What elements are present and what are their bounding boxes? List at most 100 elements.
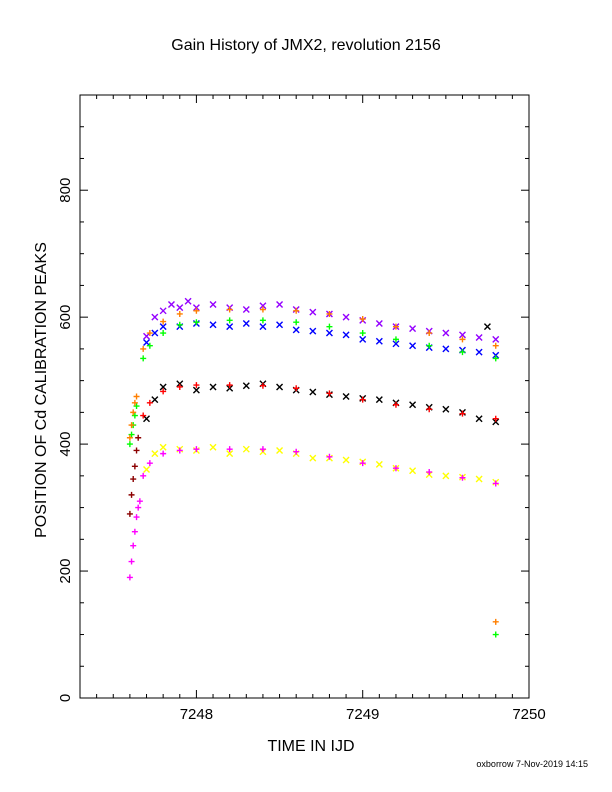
data-point	[293, 307, 300, 314]
data-point	[375, 337, 383, 345]
data-point	[276, 383, 284, 391]
data-point	[131, 528, 138, 535]
data-point	[342, 331, 350, 339]
data-point	[131, 463, 138, 470]
data-point	[475, 415, 483, 423]
data-point	[143, 415, 151, 423]
data-point	[126, 441, 133, 448]
data-point	[193, 382, 200, 389]
data-point	[392, 336, 399, 343]
data-point	[159, 383, 167, 391]
data-point	[143, 339, 151, 347]
data-point	[133, 393, 140, 400]
data-point	[276, 446, 284, 454]
data-point	[492, 351, 500, 359]
data-point	[475, 475, 483, 483]
data-point	[226, 446, 233, 453]
data-point	[143, 466, 151, 473]
data-point	[135, 504, 142, 511]
data-point	[293, 319, 300, 326]
data-point	[426, 330, 433, 337]
data-point	[342, 456, 350, 464]
data-point	[392, 340, 400, 348]
data-point	[459, 410, 466, 417]
data-point	[146, 342, 153, 349]
data-point	[128, 422, 135, 429]
data-point	[176, 310, 183, 317]
data-point	[160, 330, 167, 337]
data-point	[140, 472, 147, 479]
data-point	[130, 409, 137, 416]
data-point	[140, 345, 147, 352]
data-point	[326, 310, 333, 317]
y-tick-label: 0	[57, 694, 74, 702]
data-point	[159, 307, 167, 315]
data-point	[151, 396, 159, 404]
data-point	[492, 355, 499, 362]
data-point	[146, 460, 153, 467]
data-point	[136, 498, 143, 505]
data-point	[342, 313, 350, 321]
data-point	[409, 467, 417, 475]
data-point	[309, 308, 317, 316]
data-point	[159, 323, 167, 331]
data-point	[176, 380, 184, 388]
data-point	[130, 542, 137, 549]
data-point	[492, 631, 499, 638]
data-point	[442, 405, 450, 413]
data-point	[133, 514, 140, 521]
data-point	[276, 300, 284, 308]
data-point	[226, 317, 233, 324]
data-point	[192, 386, 200, 394]
data-point	[242, 382, 250, 390]
data-point	[409, 401, 417, 409]
data-point	[375, 320, 383, 327]
data-point	[176, 321, 183, 328]
data-point	[309, 388, 317, 396]
data-point	[459, 474, 466, 481]
data-point	[209, 321, 217, 329]
data-point	[131, 399, 138, 406]
data-point	[242, 320, 250, 327]
data-point	[133, 447, 140, 454]
data-point	[293, 385, 300, 392]
data-point	[375, 396, 383, 404]
plot-frame	[79, 94, 530, 699]
data-point	[359, 330, 366, 337]
data-point	[259, 302, 267, 310]
data-point	[359, 460, 366, 467]
y-tick-label: 200	[57, 559, 74, 584]
data-point	[442, 345, 450, 353]
data-point	[459, 349, 466, 356]
data-point	[193, 307, 200, 314]
data-point	[492, 418, 500, 426]
data-point	[226, 306, 233, 313]
data-point	[276, 321, 284, 329]
data-point	[309, 454, 317, 462]
data-point	[326, 390, 333, 397]
data-point	[160, 318, 167, 325]
y-axis-label: POSITION OF Cd CALIBRATION PEAKS	[33, 242, 50, 538]
data-point	[140, 355, 147, 362]
data-point	[409, 342, 417, 350]
data-point	[159, 443, 167, 451]
data-point	[492, 335, 500, 343]
data-point	[126, 574, 133, 581]
data-point	[359, 316, 366, 323]
data-point	[151, 313, 159, 321]
x-axis-label: TIME IN IJD	[267, 738, 355, 755]
data-point	[176, 383, 183, 390]
data-point	[309, 327, 317, 335]
data-point	[226, 382, 233, 389]
data-point	[184, 297, 192, 305]
data-point	[442, 472, 450, 480]
data-point	[458, 331, 466, 339]
data-point	[209, 300, 217, 308]
data-point	[193, 446, 200, 453]
data-point	[160, 450, 167, 457]
data-point	[475, 348, 483, 356]
data-point	[133, 403, 140, 410]
data-point	[126, 510, 133, 517]
data-point	[242, 306, 250, 314]
